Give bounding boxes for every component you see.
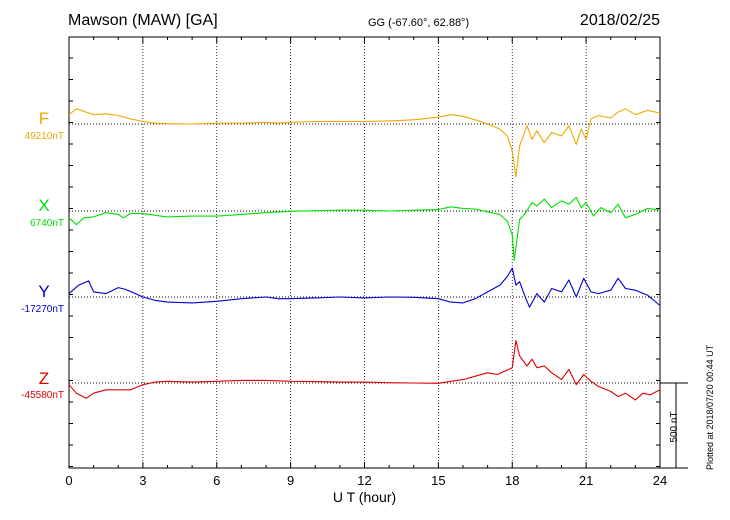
series-line-z [68, 339, 661, 401]
series-line-y [68, 267, 661, 308]
series-baseline-x: 6740nT [30, 218, 64, 229]
series-line-f [68, 108, 661, 178]
x-tick-label: 18 [505, 473, 519, 488]
x-tick-label: 9 [287, 473, 294, 488]
x-tick-label: 21 [579, 473, 593, 488]
series-name-y: Y [38, 282, 49, 301]
x-tick-label: 15 [431, 473, 445, 488]
x-axis-label: U T (hour) [333, 489, 396, 505]
series-line-x [68, 196, 661, 261]
series-name-x: X [38, 196, 49, 215]
series-name-f: F [39, 109, 49, 128]
series-baseline-z: -45580nT [21, 390, 64, 401]
series-baseline-y: -17270nT [21, 304, 64, 315]
x-tick-label: 0 [65, 473, 72, 488]
station-title: Mawson (MAW) [GA] [68, 12, 218, 29]
x-tick-label: 12 [357, 473, 371, 488]
x-tick-label: 24 [653, 473, 667, 488]
x-tick-label: 3 [139, 473, 146, 488]
plotted-timestamp: Plotted at 2018/07/20 00:44 UT [705, 344, 715, 470]
geographic-coordinates: GG (-67.60°, 62.88°) [368, 17, 470, 29]
series-name-z: Z [39, 369, 49, 388]
plot-date: 2018/02/25 [579, 12, 660, 29]
scale-bar-label: 500 nT [669, 411, 680, 443]
series-baseline-f: 49210nT [25, 131, 64, 142]
x-tick-label: 6 [213, 473, 220, 488]
